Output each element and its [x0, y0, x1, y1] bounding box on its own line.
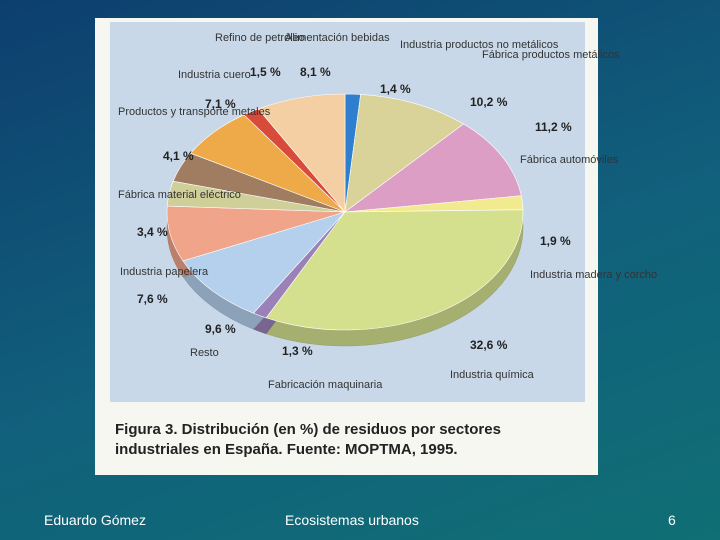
value-label: 11,2 %	[535, 120, 572, 134]
slice-label: Productos y transporte metales	[118, 106, 271, 118]
slice-label: Industria papelera	[120, 266, 209, 278]
footer-author: Eduardo Gómez	[44, 512, 146, 528]
slice-label: Resto	[190, 347, 219, 359]
value-label: 7,6 %	[137, 292, 168, 306]
slice	[344, 94, 465, 213]
slice	[182, 211, 346, 314]
value-label: 1,3 %	[282, 344, 313, 358]
caption-box: Figura 3. Distribución (en %) de residuo…	[115, 421, 501, 458]
slice-label: Fabricación maquinaria	[268, 379, 383, 391]
value-label: 3,4 %	[137, 225, 168, 239]
footer-topic: Ecosistemas urbanos	[285, 512, 419, 528]
slice	[343, 123, 522, 213]
value-label: 32,6 %	[470, 338, 508, 352]
slice	[257, 93, 346, 213]
chart-title: Figura 3. Distribución (en %) de residuo…	[115, 421, 501, 458]
slice-label: Industria productos no metálicos	[400, 39, 559, 51]
value-label: 9,6 %	[205, 322, 236, 336]
slice-label: Industria química	[450, 369, 535, 381]
value-label: 8,1 %	[300, 65, 331, 79]
value-label: 7,1 %	[205, 97, 236, 111]
pie	[166, 93, 524, 347]
slice-label: Industria madera y corcho	[530, 269, 657, 281]
slice-label: Fábrica productos metálicos	[482, 49, 620, 61]
slice-label: Fábrica automóviles	[520, 154, 619, 166]
value-label: 1,9 %	[540, 234, 571, 248]
value-label: 10,2 %	[470, 95, 508, 109]
slice	[265, 209, 524, 331]
footer-page: 6	[668, 512, 676, 528]
value-label: 1,4 %	[380, 82, 411, 96]
slice-label: Refino de petróleo	[215, 32, 305, 44]
value-label: 1,5 %	[250, 65, 281, 79]
slice-label: Industria cuero	[178, 69, 251, 81]
labels: Industria productos no metálicos 1,4 % Fáb…	[118, 32, 657, 391]
slice-label: Fábrica material eléctrico	[118, 189, 241, 201]
slice-label: Alimentación bebidas	[285, 32, 390, 44]
value-label: 4,1 %	[163, 149, 194, 163]
